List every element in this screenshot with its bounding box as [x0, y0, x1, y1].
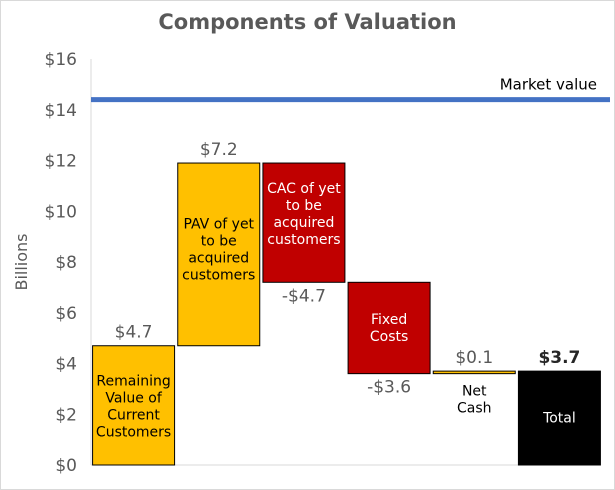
bar-category-label: Value of — [105, 391, 162, 407]
bar-category-label: to be — [286, 198, 322, 214]
bar-value-label: -$3.6 — [367, 378, 411, 398]
waterfall-bar — [432, 370, 516, 375]
bar-category-label: Fixed — [371, 312, 407, 328]
bar-category-label: PAV of yet — [183, 216, 254, 232]
bar-category-label: customers — [267, 232, 340, 248]
market-value-label: Market value — [500, 76, 597, 94]
bar-value-label: $7.2 — [200, 140, 238, 160]
bar-value-label: $3.7 — [538, 348, 580, 368]
y-tick-label: $0 — [55, 456, 77, 476]
bar-category-label: Remaining — [96, 374, 170, 390]
bar-category-label: customers — [182, 267, 255, 283]
bar-category-label: Cash — [457, 401, 492, 417]
bar-value-label: $0.1 — [455, 348, 493, 368]
bar-category-label: Net — [462, 384, 487, 400]
y-axis-title: Billions — [12, 233, 31, 290]
bar-category-label: Current — [107, 408, 160, 424]
waterfall-bar — [92, 345, 176, 466]
y-tick-label: $10 — [45, 202, 77, 222]
bar-category-label: Costs — [370, 329, 408, 345]
waterfall-bar — [347, 281, 431, 375]
waterfall-bar — [177, 162, 261, 347]
bar-category-label: Total — [542, 411, 576, 427]
y-tick-label: $14 — [45, 101, 77, 121]
waterfall-bar — [262, 162, 346, 283]
y-tick-label: $4 — [55, 355, 77, 375]
bar-category-label: acquired — [188, 250, 249, 266]
bar-value-label: -$4.7 — [282, 286, 326, 306]
waterfall-bar — [517, 370, 601, 466]
bar-category-label: Customers — [96, 425, 171, 441]
y-tick-label: $2 — [55, 405, 77, 425]
y-tick-label: $12 — [45, 152, 77, 172]
bar-category-label: CAC of yet — [267, 181, 341, 197]
chart-title: Components of Valuation — [158, 10, 457, 34]
bar-value-label: $4.7 — [115, 323, 153, 343]
bar-category-label: to be — [201, 233, 237, 249]
y-tick-label: $8 — [55, 253, 77, 273]
y-tick-label: $6 — [55, 304, 77, 324]
bar-category-label: acquired — [273, 215, 334, 231]
y-tick-label: $16 — [45, 50, 77, 70]
